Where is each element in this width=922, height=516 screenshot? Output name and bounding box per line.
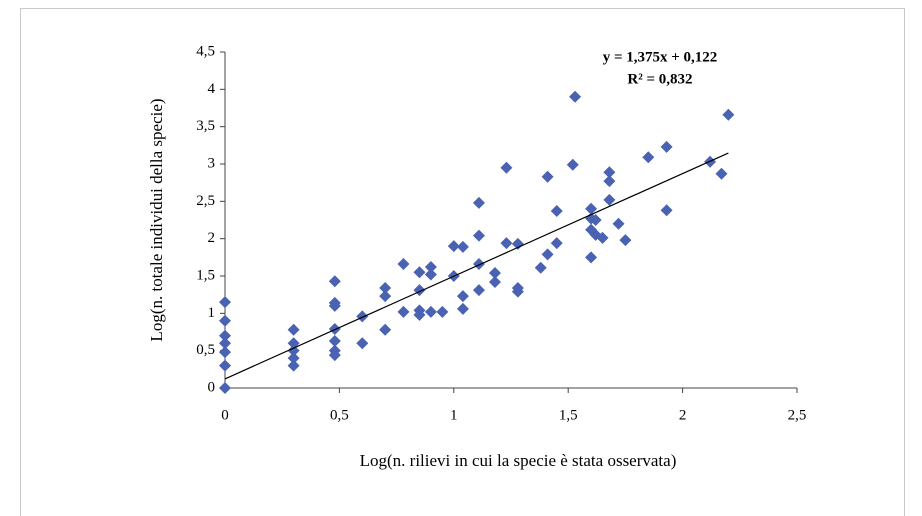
point — [511, 237, 524, 250]
point — [472, 284, 485, 297]
point — [456, 302, 469, 315]
point — [328, 275, 341, 288]
point — [219, 329, 231, 342]
point — [550, 237, 563, 250]
point — [456, 290, 469, 303]
point — [219, 314, 231, 327]
point — [603, 193, 616, 206]
point — [589, 214, 602, 226]
trendline-equation: y = 1,375x + 0,122 — [603, 49, 718, 65]
y-tick-label: 0,5 — [196, 342, 215, 358]
point — [585, 202, 598, 215]
point — [472, 258, 485, 271]
point — [500, 161, 513, 174]
y-tick-label: 3,5 — [196, 118, 215, 134]
point — [287, 323, 300, 336]
y-tick-label: 3 — [208, 155, 216, 171]
point — [287, 352, 300, 365]
point — [488, 275, 501, 288]
point — [541, 170, 554, 183]
point — [585, 251, 598, 264]
point — [472, 229, 485, 242]
point — [619, 234, 632, 247]
point — [379, 323, 392, 336]
point — [660, 204, 673, 217]
point — [424, 268, 437, 281]
y-tick-label: 2,5 — [196, 193, 215, 209]
point — [379, 281, 392, 294]
x-axis-title: Log(n. rilievi in cui la specie è stata … — [360, 451, 677, 470]
point — [500, 237, 513, 250]
point — [596, 231, 609, 244]
y-tick-label: 1,5 — [196, 267, 215, 283]
point — [328, 299, 341, 312]
x-tick-label: 0,5 — [330, 407, 349, 423]
point — [219, 359, 231, 372]
point — [219, 296, 231, 309]
point — [397, 305, 410, 318]
point — [642, 151, 655, 164]
point — [660, 140, 673, 153]
point — [397, 258, 410, 271]
point — [219, 337, 231, 350]
x-tick-label: 2,5 — [788, 407, 807, 423]
point — [219, 382, 231, 394]
point — [534, 261, 547, 274]
point — [541, 248, 554, 261]
point — [603, 175, 616, 188]
point — [413, 308, 426, 321]
point — [287, 359, 300, 372]
point — [488, 267, 501, 280]
y-axis-title: Log(n. totale individui della specie) — [147, 98, 166, 341]
point — [456, 240, 469, 253]
point — [436, 305, 449, 318]
trendline — [224, 152, 729, 380]
y-tick-label: 0 — [208, 379, 216, 395]
point — [424, 305, 437, 318]
point — [413, 266, 426, 279]
r-squared: R² = 0,832 — [627, 71, 692, 87]
point — [511, 285, 524, 298]
x-tick-label: 2 — [679, 407, 687, 423]
frame — [20, 8, 905, 516]
point — [356, 337, 369, 350]
y-tick-label: 4 — [208, 81, 216, 97]
y-tick-label: 2 — [208, 230, 216, 246]
x-tick-label: 0 — [221, 407, 229, 423]
point — [566, 158, 579, 171]
point — [612, 217, 625, 230]
point — [603, 166, 616, 179]
point — [424, 261, 437, 274]
point — [379, 290, 392, 303]
point — [328, 349, 341, 362]
point — [356, 310, 369, 323]
point — [287, 344, 300, 357]
x-tick-label: 1,5 — [559, 407, 578, 423]
point — [447, 240, 460, 253]
x-tick-label: 1 — [450, 407, 458, 423]
point — [722, 108, 735, 121]
y-tick-label: 1 — [208, 305, 216, 321]
point — [715, 167, 728, 180]
point — [569, 90, 582, 103]
point — [328, 334, 341, 347]
point — [219, 346, 231, 359]
point — [550, 205, 563, 218]
y-tick-label: 4,5 — [196, 43, 215, 59]
point — [472, 196, 485, 209]
